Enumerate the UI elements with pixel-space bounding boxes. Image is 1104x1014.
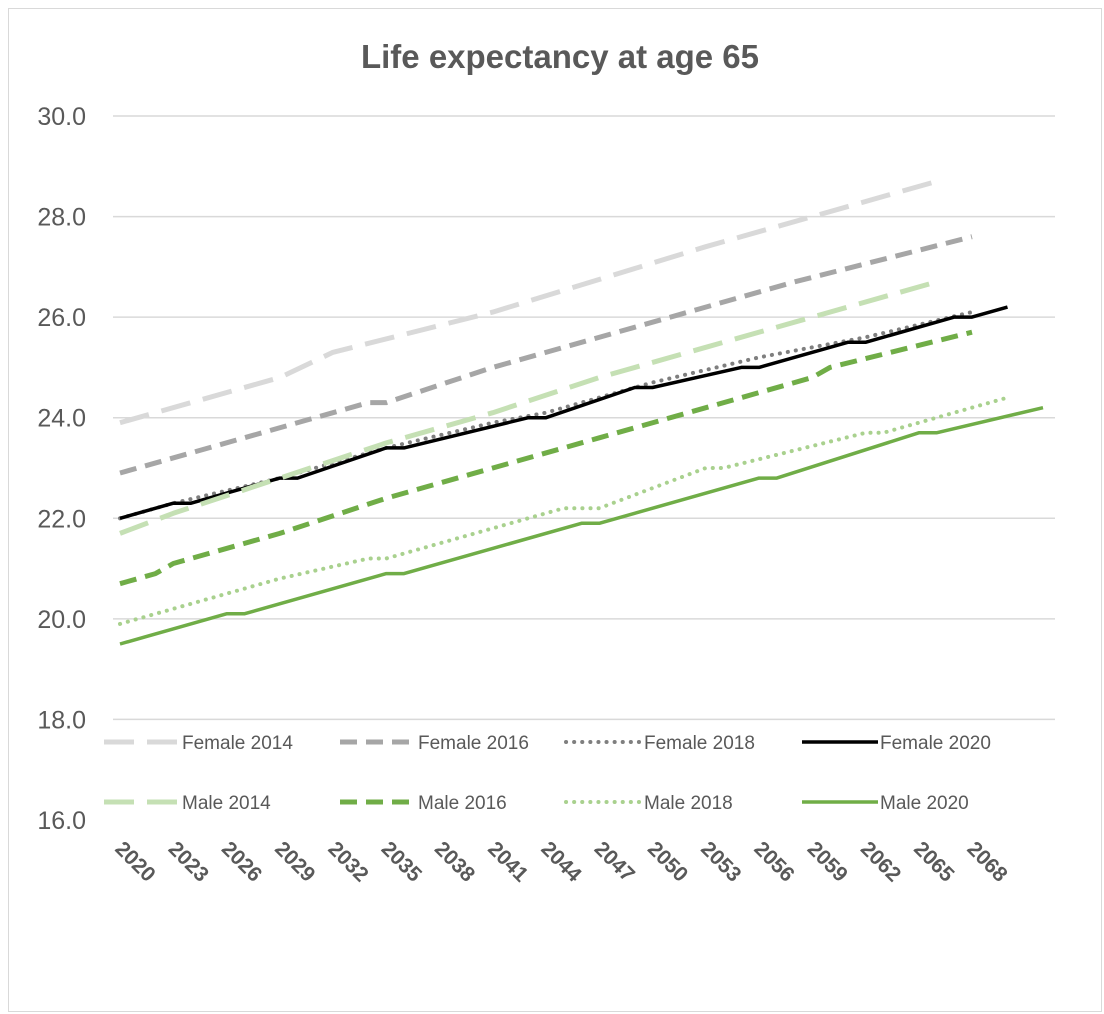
series-line-male-2014	[119, 279, 938, 536]
y-tick-label: 22.0	[37, 505, 86, 533]
legend-label: Male 2014	[182, 793, 271, 814]
chart-frame	[8, 8, 1102, 1012]
x-tick-label: 2032	[323, 837, 372, 886]
y-axis-tick-labels: 16.0 18.0 20.0 22.0 24.0 26.0 28.0 30.0	[37, 103, 86, 835]
x-tick-label: 2035	[377, 837, 427, 887]
x-tick-label: 2047	[590, 837, 639, 886]
x-axis-tick-labels: 2020 2023 2026 2029 2032 2035 2038 2041 2044 2047…	[110, 837, 1012, 887]
x-tick-label: 2023	[164, 837, 213, 886]
legend-label: Male 2020	[880, 793, 969, 814]
series-line-female-2016	[119, 234, 973, 476]
x-tick-label: 2059	[803, 837, 852, 886]
y-tick-label: 30.0	[37, 103, 86, 131]
series-line-male-2020	[119, 405, 1044, 646]
series-line-male-2016	[119, 329, 973, 587]
x-tick-label: 2056	[749, 837, 798, 886]
series-lines	[118, 178, 1044, 646]
x-tick-label: 2065	[909, 837, 959, 887]
legend-label: Female 2018	[644, 733, 755, 754]
y-tick-label: 28.0	[37, 204, 86, 232]
x-tick-label: 2020	[110, 837, 159, 886]
y-tick-label: 18.0	[37, 706, 86, 734]
x-tick-label: 2026	[217, 837, 266, 886]
series-line-female-2018	[118, 310, 974, 521]
legend: Female 2014 Female 2016 Female 2018 Female …	[104, 733, 991, 814]
gridlines	[113, 115, 1055, 721]
x-tick-label: 2029	[270, 837, 319, 886]
x-tick-label: 2053	[696, 837, 745, 886]
x-tick-label: 2062	[856, 837, 905, 886]
x-tick-label: 2044	[536, 837, 586, 887]
y-tick-label: 20.0	[37, 606, 86, 634]
legend-label: Male 2018	[644, 793, 733, 814]
x-tick-label: 2050	[643, 837, 692, 886]
y-tick-label: 24.0	[37, 405, 86, 433]
legend-label: Female 2014	[182, 733, 293, 754]
y-tick-label: 16.0	[37, 807, 86, 835]
legend-label: Female 2016	[418, 733, 529, 754]
series-line-male-2018	[118, 395, 1010, 626]
legend-label: Male 2016	[418, 793, 507, 814]
y-tick-label: 26.0	[37, 304, 86, 332]
chart-title: Life expectancy at age 65	[361, 38, 759, 75]
x-tick-label: 2068	[962, 837, 1012, 887]
series-line-female-2014	[119, 178, 938, 426]
x-tick-label: 2041	[483, 837, 533, 887]
x-tick-label: 2038	[430, 837, 480, 887]
legend-label: Female 2020	[880, 733, 991, 754]
